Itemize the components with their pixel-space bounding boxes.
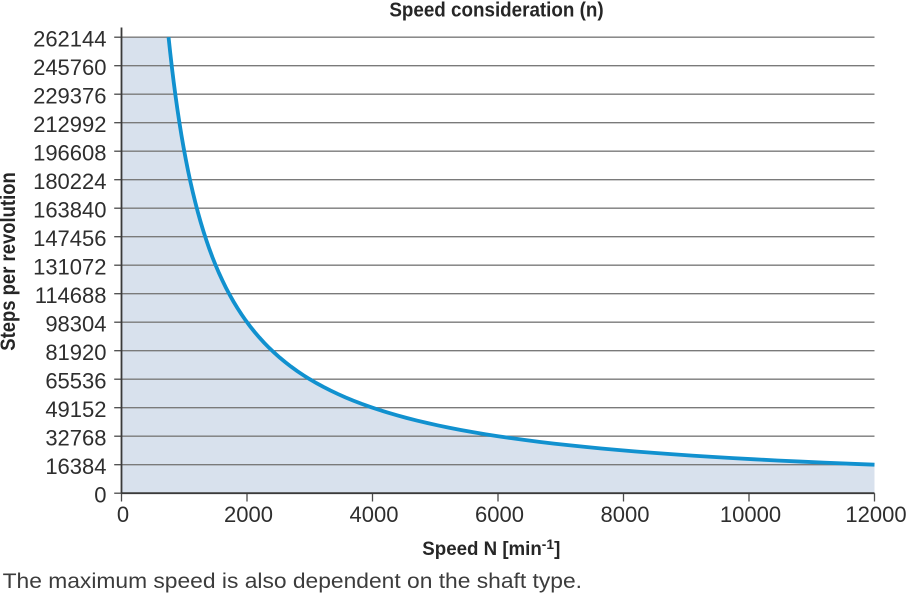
svg-text:Speed consideration (n): Speed consideration (n)	[389, 0, 603, 22]
svg-text:6000: 6000	[475, 502, 524, 527]
svg-text:49152: 49152	[45, 397, 106, 422]
svg-text:81920: 81920	[45, 340, 106, 365]
svg-text:Speed N [min-1]: Speed N [min-1]	[422, 536, 560, 560]
svg-text:4000: 4000	[350, 502, 399, 527]
svg-text:98304: 98304	[45, 312, 106, 337]
svg-text:32768: 32768	[45, 426, 106, 451]
svg-text:The maximum speed is also depe: The maximum speed is also dependent on t…	[3, 569, 582, 593]
svg-text:65536: 65536	[45, 369, 106, 394]
svg-text:16384: 16384	[45, 454, 106, 479]
svg-text:229376: 229376	[33, 84, 106, 109]
svg-text:212992: 212992	[33, 112, 106, 137]
svg-text:131072: 131072	[33, 255, 106, 280]
svg-text:114688: 114688	[35, 283, 107, 308]
svg-text:0: 0	[94, 483, 106, 508]
svg-text:8000: 8000	[601, 502, 650, 527]
svg-text:147456: 147456	[33, 226, 106, 251]
svg-text:2000: 2000	[224, 502, 273, 527]
svg-text:10000: 10000	[720, 502, 781, 527]
svg-text:0: 0	[117, 502, 129, 527]
svg-text:Steps per revolution: Steps per revolution	[0, 172, 20, 351]
svg-text:245760: 245760	[33, 55, 106, 80]
svg-text:180224: 180224	[33, 169, 106, 194]
svg-text:196608: 196608	[33, 141, 106, 166]
svg-text:163840: 163840	[33, 198, 106, 223]
svg-text:262144: 262144	[33, 27, 106, 52]
svg-text:12000: 12000	[845, 502, 906, 527]
